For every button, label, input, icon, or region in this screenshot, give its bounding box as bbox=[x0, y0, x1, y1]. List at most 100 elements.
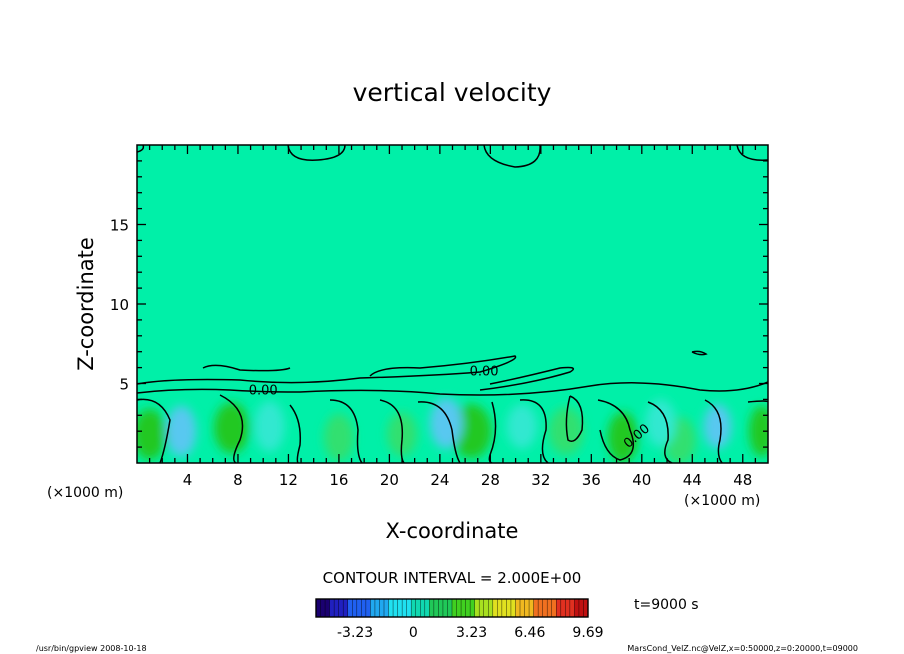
velocity-cell bbox=[703, 404, 732, 449]
colorbar-cell bbox=[520, 599, 526, 617]
colorbar-cell bbox=[411, 599, 417, 617]
velocity-cell bbox=[137, 408, 167, 460]
colorbar-tick-label: 3.23 bbox=[456, 625, 487, 641]
colorbar-cell bbox=[442, 599, 448, 617]
colorbar-cell bbox=[465, 599, 471, 617]
contour-line bbox=[597, 399, 635, 461]
y-axis-ticks: 5 10 15 bbox=[110, 160, 768, 448]
velocity-cell bbox=[213, 402, 250, 454]
colorbar-tick-label: 9.69 bbox=[572, 625, 603, 641]
velocity-cell bbox=[254, 400, 285, 452]
colorbar-cell bbox=[316, 599, 322, 617]
x-tick-label: 36 bbox=[582, 471, 601, 489]
footer-left: /usr/bin/gpview 2008-10-18 bbox=[36, 644, 147, 653]
colorbar-cell bbox=[370, 599, 376, 617]
contour-line bbox=[137, 355, 517, 385]
x-tick-label: 4 bbox=[183, 471, 193, 489]
x-tick-label: 12 bbox=[279, 471, 298, 489]
colorbar-tick-labels: -3.23 0 3.23 6.46 9.69 bbox=[337, 625, 604, 641]
colorbar-cell bbox=[547, 599, 553, 617]
contour-label: 0.00 bbox=[249, 384, 278, 399]
colorbar-cell bbox=[374, 599, 380, 617]
colorbar-cell bbox=[347, 599, 353, 617]
colorbar-cell bbox=[551, 599, 557, 617]
contour-line bbox=[137, 398, 171, 463]
x-unit-left: (×1000 m) bbox=[47, 485, 123, 501]
x-tick-label: 32 bbox=[531, 471, 550, 489]
colorbar-cell bbox=[329, 599, 335, 617]
colorbar-cell bbox=[474, 599, 480, 617]
x-tick-label: 24 bbox=[430, 471, 449, 489]
colorbar-cell bbox=[402, 599, 408, 617]
contour-line bbox=[219, 394, 244, 463]
colorbar-cell bbox=[569, 599, 575, 617]
colorbar-cell bbox=[542, 599, 548, 617]
velocity-cell bbox=[429, 397, 463, 449]
colorbar-cell bbox=[384, 599, 390, 617]
colorbar-cell bbox=[420, 599, 426, 617]
contour-line bbox=[202, 364, 291, 372]
colorbar-cell bbox=[538, 599, 544, 617]
colorbar-tick-label: 6.46 bbox=[514, 625, 545, 641]
contour-line bbox=[417, 401, 461, 463]
colorbar-cell bbox=[393, 599, 399, 617]
colorbar-cell bbox=[424, 599, 430, 617]
chart-title: vertical velocity bbox=[353, 78, 552, 107]
footer-right: MarsCond_VelZ.nc@VelZ,x=0:50000,z=0:2000… bbox=[627, 644, 858, 653]
velocity-cell bbox=[607, 412, 639, 463]
colorbar-cell bbox=[415, 599, 421, 617]
y-tick-label: 15 bbox=[110, 217, 129, 235]
velocity-cell bbox=[506, 404, 538, 449]
contour-interval-text: CONTOUR INTERVAL = 2.000E+00 bbox=[323, 569, 582, 587]
colorbar-cell bbox=[461, 599, 467, 617]
contour-line bbox=[287, 145, 346, 161]
colorbar-cell bbox=[320, 599, 326, 617]
colorbar-cell bbox=[529, 599, 535, 617]
contour-line bbox=[289, 404, 302, 463]
colorbar-cell bbox=[334, 599, 340, 617]
colorbar-cell bbox=[338, 599, 344, 617]
contour-line bbox=[704, 399, 723, 463]
x-tick-label: 16 bbox=[329, 471, 348, 489]
colorbar-cell bbox=[388, 599, 394, 617]
colorbar-cell bbox=[574, 599, 580, 617]
colorbar-cell bbox=[488, 599, 494, 617]
colorbar-cell bbox=[452, 599, 458, 617]
contour-line bbox=[329, 399, 363, 463]
x-axis-label: X-coordinate bbox=[386, 519, 519, 543]
x-tick-label: 48 bbox=[733, 471, 752, 489]
time-label: t=9000 s bbox=[634, 597, 699, 613]
colorbar-cell bbox=[479, 599, 485, 617]
contour-line bbox=[479, 366, 575, 391]
x-tick-label: 20 bbox=[380, 471, 399, 489]
colorbar-tick-label: -3.23 bbox=[337, 625, 373, 641]
colorbar-cell bbox=[438, 599, 444, 617]
colorbar-cell bbox=[556, 599, 562, 617]
colorbar-cell bbox=[506, 599, 512, 617]
x-tick-label: 40 bbox=[632, 471, 651, 489]
colorbar-cell bbox=[510, 599, 516, 617]
contour-line bbox=[137, 145, 145, 153]
contour-line bbox=[483, 145, 541, 168]
x-unit-right: (×1000 m) bbox=[684, 493, 760, 509]
colorbar-cell bbox=[560, 599, 566, 617]
x-axis-ticks: 4 8 12 16 20 24 28 32 36 40 44 48 bbox=[148, 145, 757, 489]
colorbar-cell bbox=[356, 599, 362, 617]
colorbar-cell bbox=[397, 599, 403, 617]
colorbar-cell bbox=[433, 599, 439, 617]
x-tick-label: 44 bbox=[683, 471, 702, 489]
velocity-cell bbox=[749, 405, 768, 457]
x-tick-label: 8 bbox=[233, 471, 243, 489]
contour-line bbox=[519, 399, 549, 463]
colorbar-cell bbox=[361, 599, 367, 617]
colorbar-cell bbox=[447, 599, 453, 617]
colorbar-cell bbox=[533, 599, 539, 617]
y-tick-label: 5 bbox=[119, 376, 129, 394]
colorbar-cell bbox=[429, 599, 435, 617]
contour-line bbox=[565, 395, 584, 442]
colorbar-cell bbox=[379, 599, 385, 617]
y-axis-label: Z-coordinate bbox=[74, 237, 98, 371]
colorbar-cell bbox=[483, 599, 489, 617]
colorbar-cell bbox=[524, 599, 530, 617]
